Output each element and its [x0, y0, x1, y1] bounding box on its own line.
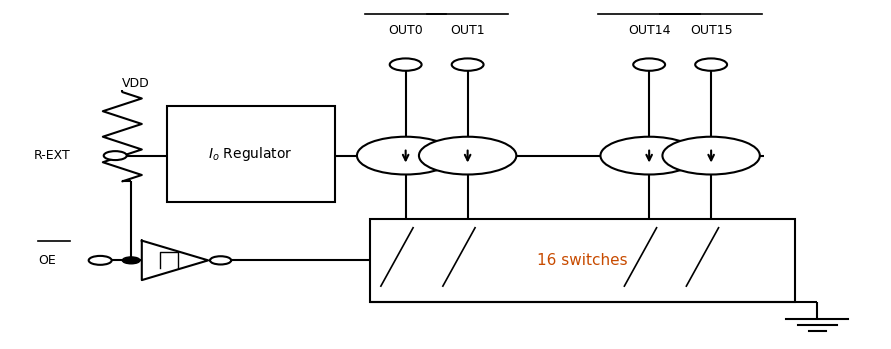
Circle shape: [695, 58, 727, 71]
Circle shape: [662, 137, 760, 174]
Text: OUT1: OUT1: [450, 24, 485, 37]
Circle shape: [419, 137, 517, 174]
Circle shape: [452, 58, 484, 71]
Text: - - - -: - - - -: [532, 149, 584, 162]
Text: R-EXT: R-EXT: [34, 149, 70, 162]
Bar: [167, 106, 335, 202]
Circle shape: [210, 256, 232, 265]
Text: 16 switches: 16 switches: [537, 253, 628, 268]
Bar: [371, 219, 796, 302]
Polygon shape: [142, 240, 208, 280]
Text: OUT14: OUT14: [628, 24, 670, 37]
Circle shape: [634, 58, 665, 71]
Circle shape: [601, 137, 698, 174]
Text: OUT15: OUT15: [690, 24, 732, 37]
Text: OE: OE: [38, 254, 56, 267]
Text: $I_o$ Regulator: $I_o$ Regulator: [208, 145, 293, 163]
Text: OUT0: OUT0: [388, 24, 423, 37]
Circle shape: [103, 151, 127, 160]
Circle shape: [357, 137, 454, 174]
Circle shape: [389, 58, 421, 71]
Circle shape: [122, 257, 140, 264]
Circle shape: [89, 256, 111, 265]
Text: VDD: VDD: [122, 77, 150, 90]
